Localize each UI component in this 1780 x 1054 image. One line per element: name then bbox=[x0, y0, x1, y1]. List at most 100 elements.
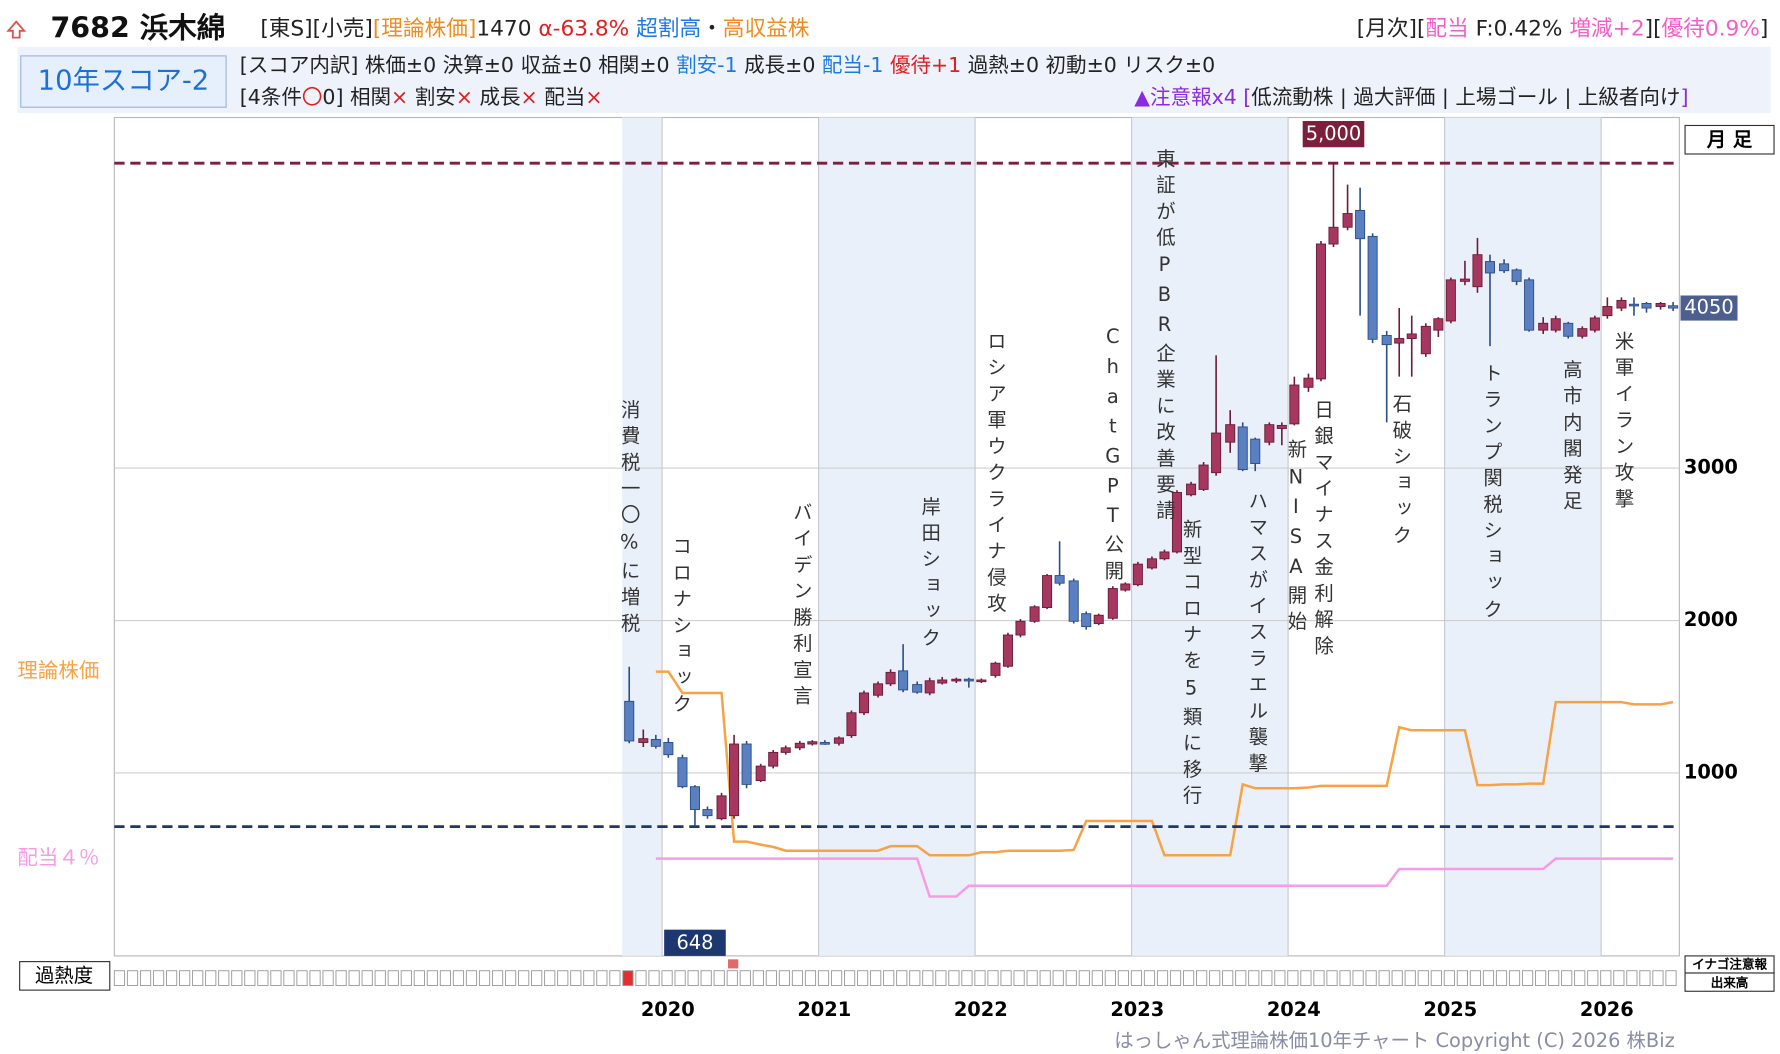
overheat-cell bbox=[1000, 970, 1012, 987]
header-part: [4条件 bbox=[240, 85, 302, 109]
overheat-cell bbox=[752, 970, 764, 987]
candle-body bbox=[951, 678, 962, 682]
overheat-cell bbox=[1535, 970, 1547, 987]
overheat-cell bbox=[987, 970, 999, 987]
event-annotation: ロシア軍ウクライナ侵攻 bbox=[984, 331, 1007, 620]
candle-body bbox=[1394, 338, 1405, 344]
candle-body bbox=[1289, 384, 1300, 425]
event-annotation: 東証が低PBR企業に改善要請 bbox=[1153, 148, 1176, 526]
overheat-cell bbox=[661, 970, 673, 987]
candle-body bbox=[716, 795, 727, 820]
candle-body bbox=[1381, 335, 1392, 346]
header-line: [東S][小売][理論株価]1470 α-63.8% 超割高・高収益株 bbox=[260, 17, 809, 42]
candle-body bbox=[1655, 303, 1666, 307]
overheat-cell bbox=[1587, 970, 1599, 987]
overheat-cell bbox=[152, 970, 165, 987]
overheat-cell bbox=[1248, 970, 1260, 987]
overheat-cell bbox=[257, 970, 269, 987]
overheat-cell bbox=[883, 970, 895, 987]
candle-body bbox=[1577, 328, 1588, 337]
overheat-cell bbox=[739, 970, 751, 987]
header-part: [理論株価] bbox=[373, 17, 477, 42]
candle-body bbox=[729, 743, 740, 817]
series-line bbox=[655, 857, 1674, 898]
candle-body bbox=[1186, 483, 1197, 496]
overheat-cell bbox=[830, 970, 843, 987]
candle-body bbox=[885, 671, 896, 685]
event-annotation: 岸田ショック bbox=[918, 496, 941, 653]
overheat-cell bbox=[1639, 970, 1651, 987]
header-part: α-63.8% bbox=[538, 17, 629, 42]
candle-body bbox=[1406, 333, 1417, 339]
candle-body bbox=[1225, 424, 1236, 443]
overheat-cell bbox=[1404, 970, 1416, 987]
overheat-cell bbox=[857, 970, 869, 987]
candle-body bbox=[963, 678, 974, 682]
overheat-cell bbox=[1430, 970, 1442, 987]
copyright: はっしゃん式理論株価10年チャート Copyright (C) 2026 株Bi… bbox=[1114, 1029, 1675, 1052]
overheat-cell bbox=[1117, 970, 1129, 987]
header-part: 優待0.9% bbox=[1662, 17, 1760, 42]
candle-body bbox=[1315, 243, 1326, 380]
header-part: 割安 bbox=[408, 85, 456, 109]
overheat-cell bbox=[1274, 970, 1286, 987]
candle-body bbox=[1276, 424, 1287, 429]
reference-label-box bbox=[1302, 121, 1365, 148]
header-part: 超割高 bbox=[629, 17, 701, 42]
candle-body bbox=[990, 662, 1001, 676]
candle-body bbox=[702, 809, 713, 817]
candle-body bbox=[677, 757, 688, 788]
overheat-cell bbox=[283, 970, 295, 987]
x-tick-label: 2022 bbox=[954, 998, 1008, 1021]
overheat-cell bbox=[844, 970, 856, 987]
candle-body bbox=[1054, 575, 1065, 584]
candle-body bbox=[1264, 424, 1275, 443]
candle-body bbox=[1420, 325, 1431, 355]
overheat-cell bbox=[335, 970, 347, 987]
event-annotation: 日銀マイナス金利解除 bbox=[1311, 399, 1334, 661]
overheat-cell bbox=[1574, 970, 1586, 987]
header-line: [月次][配当 F:0.42% 増減+2][優待0.9%] bbox=[1357, 17, 1769, 42]
header-part: × bbox=[585, 85, 602, 109]
volume-label: 出来高 bbox=[1711, 975, 1749, 990]
candle-body bbox=[1355, 210, 1366, 240]
overheat-cell bbox=[1521, 970, 1534, 987]
header-line: [4条件〇0] 相関× 割安× 成長× 配当× bbox=[240, 85, 603, 109]
overheat-cell bbox=[974, 970, 986, 987]
overheat-cell bbox=[1652, 970, 1664, 987]
event-annotation: ハマスがイスラエル襲撃 bbox=[1245, 490, 1268, 779]
candle-body bbox=[1081, 613, 1092, 628]
overheat-cell bbox=[179, 970, 191, 987]
overheat-cell bbox=[1561, 970, 1573, 987]
candle-body bbox=[1132, 563, 1143, 586]
overheat-cell bbox=[491, 970, 504, 987]
overheat-cell bbox=[1182, 970, 1195, 987]
header-part: 配当 bbox=[1425, 17, 1468, 42]
overheat-cell bbox=[922, 970, 934, 987]
overheat-cell bbox=[400, 970, 412, 987]
inago-label: イナゴ注意報 bbox=[1692, 957, 1767, 972]
x-tick-label: 2023 bbox=[1110, 998, 1164, 1021]
candle-body bbox=[1641, 303, 1652, 309]
overheat-cell bbox=[1391, 970, 1403, 987]
reference-label: 648 bbox=[676, 931, 713, 954]
candle-body bbox=[1367, 235, 1378, 340]
candle-body bbox=[1250, 438, 1261, 464]
reference-label-box bbox=[664, 929, 726, 956]
candle-body bbox=[663, 742, 674, 756]
overheat-cell bbox=[205, 970, 217, 987]
overheat-cell bbox=[609, 970, 621, 987]
event-annotation: 新NISA開始 bbox=[1284, 439, 1307, 637]
candle-body bbox=[741, 743, 752, 785]
year-shade bbox=[818, 117, 976, 956]
year-shade bbox=[1444, 117, 1602, 956]
legend-label: 配当４％ bbox=[17, 846, 99, 870]
candle-body bbox=[1668, 305, 1679, 309]
overheat-cell bbox=[791, 970, 804, 987]
overheat-cell bbox=[648, 970, 660, 987]
y-tick-label: 2000 bbox=[1684, 608, 1738, 631]
overheat-cell bbox=[1196, 970, 1208, 987]
candle-body bbox=[794, 742, 805, 749]
overheat-cell bbox=[909, 970, 921, 987]
overheat-cell bbox=[505, 970, 517, 987]
